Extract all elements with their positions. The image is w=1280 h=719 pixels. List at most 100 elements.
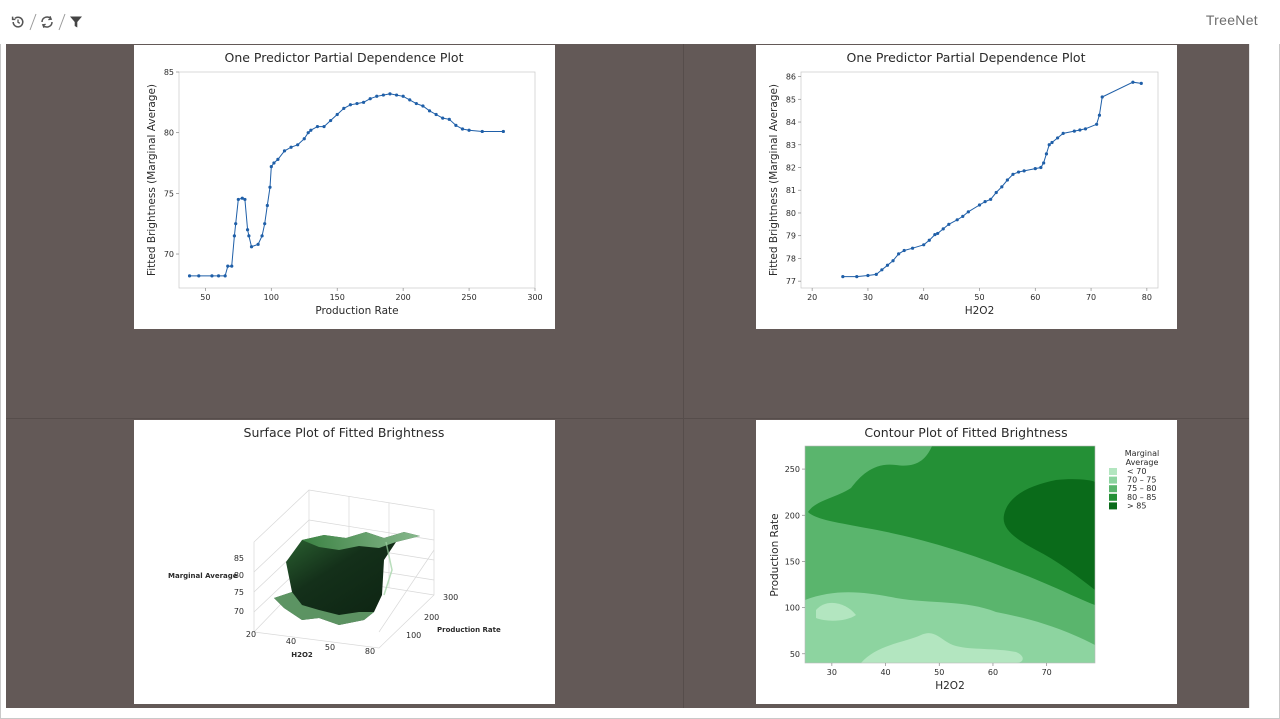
data-point — [342, 106, 346, 111]
pdp-h2o2-panel[interactable]: One Predictor Partial Dependence Plot 20 3… — [756, 45, 1177, 329]
data-point — [454, 123, 458, 127]
legend-label: 80 – 85 — [1127, 493, 1156, 502]
data-point — [421, 104, 425, 108]
y-tick-label: 80 — [164, 129, 174, 138]
data-point — [289, 145, 293, 149]
data-point — [1050, 140, 1054, 145]
grid-divider-vertical — [683, 44, 684, 708]
y-tick-label: 86 — [786, 73, 796, 82]
data-point — [947, 222, 951, 226]
data-point — [874, 272, 878, 276]
y-tick-label: 75 — [164, 189, 174, 198]
toolbar: TreeNet — [0, 0, 1280, 44]
data-point — [187, 274, 192, 278]
data-point — [880, 268, 884, 272]
data-point — [989, 197, 993, 201]
contour-ylabel: Production Rate — [769, 513, 781, 596]
data-point — [902, 248, 906, 253]
filter-icon[interactable] — [67, 13, 85, 31]
y-tick-label: 200 — [785, 511, 800, 520]
data-point — [1044, 152, 1049, 156]
surface-ztick: 80 — [234, 571, 244, 580]
data-point — [216, 274, 221, 278]
data-point — [955, 218, 959, 222]
x-tick-label: 30 — [863, 293, 873, 302]
x-axis-label: Production Rate — [315, 305, 398, 317]
refresh-icon[interactable] — [38, 13, 56, 31]
y-tick-label: 150 — [785, 557, 800, 566]
data-point — [361, 100, 366, 104]
legend-swatch — [1109, 468, 1117, 475]
x-tick-label: 50 — [200, 293, 210, 302]
surface-plot-panel[interactable]: Surface Plot of Fitted Brightness — [134, 420, 555, 704]
surface-title: Surface Plot of Fitted Brightness — [244, 425, 445, 440]
data-point — [1131, 80, 1135, 84]
data-point — [329, 118, 333, 123]
contour-plot-panel[interactable]: Contour Plot of Fitted Brightness 30 40 50… — [756, 420, 1177, 704]
data-point — [388, 92, 392, 96]
plot-area — [800, 71, 1159, 289]
x-tick-label: 20 — [807, 293, 817, 302]
data-point — [434, 112, 438, 117]
y-tick-label: 250 — [785, 465, 800, 474]
surface-ytick: 100 — [406, 631, 421, 640]
data-point — [226, 264, 230, 268]
history-icon[interactable] — [9, 13, 27, 31]
data-point — [368, 97, 372, 101]
surface-ztick: 85 — [234, 554, 244, 563]
surface-xtick: 80 — [365, 647, 375, 656]
data-point — [263, 222, 267, 226]
data-point — [335, 112, 339, 117]
series-line — [189, 93, 504, 277]
legend-swatch — [1109, 476, 1117, 484]
surface-xtick: 40 — [286, 637, 296, 646]
data-point — [1033, 167, 1037, 171]
data-point — [427, 109, 432, 113]
data-point — [1061, 131, 1065, 135]
data-point — [1083, 127, 1088, 131]
data-point — [276, 157, 280, 161]
y-tick-label: 85 — [164, 68, 174, 77]
pdp-production-rate-panel[interactable]: One Predictor Partial Dependence Plot 50 1… — [134, 45, 555, 329]
y-tick-label: 100 — [785, 604, 800, 613]
x-tick-label: 250 — [461, 293, 476, 302]
surface-ytick: 200 — [424, 613, 439, 622]
legend-swatch — [1109, 502, 1117, 510]
data-point — [1139, 81, 1143, 85]
x-tick-label: 100 — [264, 293, 279, 302]
data-point — [1100, 95, 1104, 99]
chart-title: One Predictor Partial Dependence Plot — [846, 50, 1085, 65]
data-point — [994, 190, 998, 195]
data-point — [897, 252, 901, 256]
data-point — [1097, 113, 1102, 117]
data-point — [348, 103, 353, 107]
chart-title: One Predictor Partial Dependence Plot — [224, 50, 463, 65]
data-point — [891, 259, 895, 263]
data-point — [441, 116, 445, 120]
y-tick-label: 84 — [786, 118, 796, 127]
y-axis-label: Fitted Brightness (Marginal Average) — [768, 84, 780, 276]
surface-xtick: 20 — [246, 630, 256, 639]
data-point — [977, 203, 982, 207]
data-point — [1000, 185, 1004, 189]
data-point — [1095, 122, 1099, 126]
legend-swatch — [1109, 493, 1117, 501]
data-point — [885, 263, 890, 267]
data-point — [375, 94, 379, 98]
data-point — [401, 94, 405, 98]
data-point — [414, 101, 418, 106]
x-tick-label: 50 — [974, 293, 984, 302]
data-point — [272, 161, 276, 165]
data-point — [249, 245, 254, 249]
data-point — [1055, 136, 1060, 140]
data-point — [408, 98, 412, 102]
surface-xtick: 50 — [325, 643, 335, 652]
data-point — [381, 93, 385, 97]
data-point — [230, 264, 234, 268]
surface-mesh — [274, 532, 420, 625]
x-tick-label: 60 — [988, 668, 998, 677]
vertical-scrollbar[interactable] — [1249, 44, 1279, 708]
data-point — [210, 274, 214, 278]
legend-title-line: Marginal — [1125, 449, 1159, 458]
